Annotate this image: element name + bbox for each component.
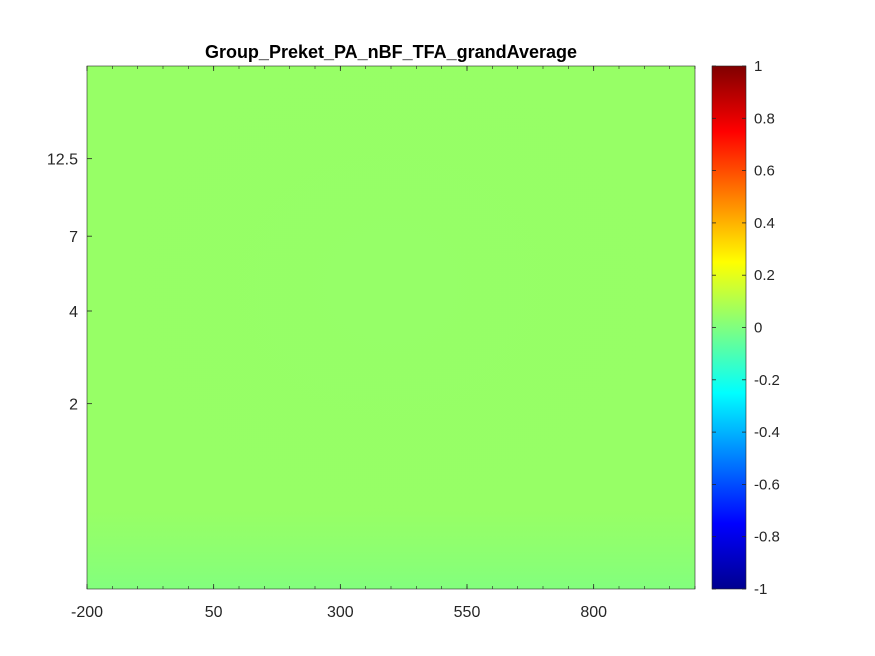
colorbar-tick-label: 0.8 [754,110,775,127]
y-tick-label: 7 [69,229,78,246]
x-tick-label: -200 [71,604,103,621]
x-tick-label: 300 [327,604,354,621]
x-tick-label: 550 [454,604,481,621]
y-tick-label: 4 [69,304,78,321]
colorbar-tick-label: -1 [754,581,767,598]
colorbar-tick-label: 0.4 [754,215,775,232]
colorbar-gradient [711,65,747,590]
colorbar-tick-label: 0.6 [754,163,775,180]
x-axis: -200 50 300 550 800 [71,66,696,621]
chart-title: Group_Preket_PA_nBF_TFA_grandAverage [205,42,577,62]
colorbar-tick-label: 0.2 [754,267,775,284]
colorbar-tick-label: 0 [754,320,762,337]
y-tick-label: 12.5 [47,152,78,169]
colorbar-tick-label: -0.6 [754,476,780,493]
colorbar-ticks: -1 -0.8 -0.6 -0.4 -0.2 0 0.2 0.4 0.6 0.8 1 [712,58,780,598]
heatmap-plot [86,65,696,590]
x-tick-label: 800 [580,604,607,621]
colorbar: -1 -0.8 -0.6 -0.4 -0.2 0 0.2 0.4 0.6 0.8 1 [711,58,780,598]
colorbar-tick-label: -0.8 [754,529,780,546]
heatmap-bottom-band [87,66,695,589]
x-tick-label: 50 [205,604,223,621]
colorbar-tick-label: 1 [754,58,762,75]
colorbar-tick-label: -0.4 [754,424,780,441]
colorbar-tick-label: -0.2 [754,372,780,389]
y-tick-label: 2 [69,397,78,414]
y-axis: 2 4 7 12.5 [47,152,92,414]
